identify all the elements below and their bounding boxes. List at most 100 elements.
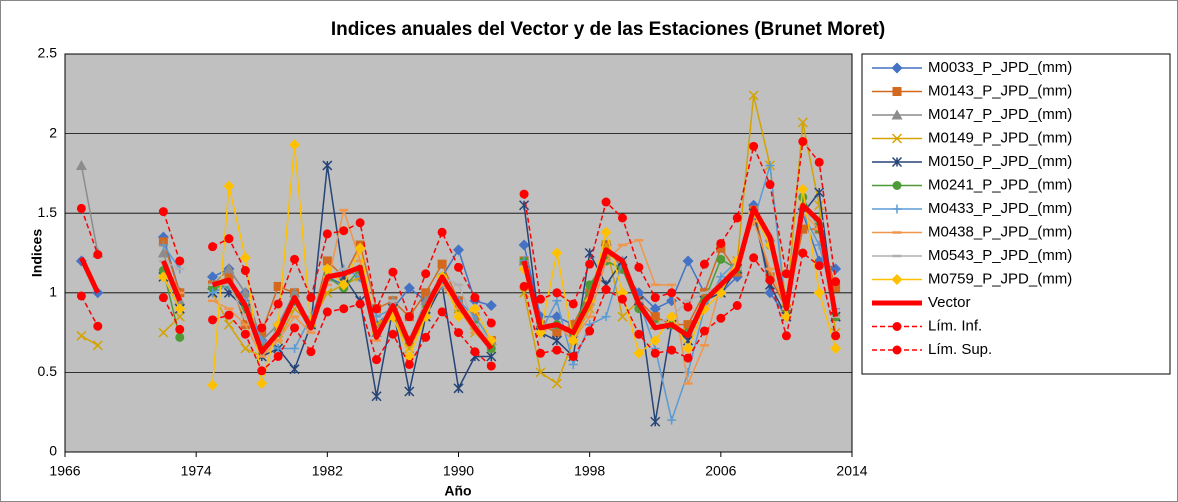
marker [585, 326, 595, 336]
marker [683, 302, 693, 312]
marker [650, 416, 661, 427]
marker [453, 311, 464, 323]
marker [519, 281, 529, 291]
marker [273, 351, 283, 361]
marker [485, 300, 497, 312]
marker [519, 189, 529, 199]
marker [470, 293, 480, 303]
y-tick-label: 0 [49, 443, 57, 459]
marker [404, 343, 415, 354]
legend-label: M0147_P_JPD_(mm) [928, 106, 1072, 123]
marker [617, 213, 627, 223]
marker [322, 256, 332, 266]
marker [306, 293, 316, 303]
x-tick-label: 1990 [443, 463, 474, 479]
y-tick-label: 1 [49, 284, 57, 300]
marker [273, 299, 283, 309]
marker [814, 157, 824, 167]
marker [404, 359, 414, 369]
marker [617, 311, 628, 322]
marker [273, 344, 283, 354]
x-axis-label: Año [444, 483, 471, 499]
marker [158, 327, 169, 338]
marker [207, 379, 219, 391]
marker [290, 254, 300, 264]
legend-label: Lím. Sup. [928, 341, 992, 358]
marker [256, 378, 268, 390]
marker [454, 262, 463, 272]
marker [76, 330, 87, 341]
marker [749, 141, 759, 151]
marker [306, 347, 316, 357]
legend-box [861, 53, 1171, 375]
marker [158, 240, 168, 250]
series-line [81, 94, 837, 385]
marker [601, 285, 611, 295]
marker [453, 383, 464, 394]
marker [551, 335, 562, 346]
marker [486, 361, 496, 371]
marker [601, 197, 611, 207]
marker [223, 263, 235, 274]
marker [798, 224, 808, 234]
legend-marker [891, 274, 903, 285]
marker [781, 331, 791, 341]
marker [797, 117, 808, 128]
marker [174, 303, 186, 315]
marker [552, 288, 562, 298]
legend-marker [892, 345, 902, 355]
marker [535, 294, 545, 304]
legend-label: M0149_P_JPD_(mm) [928, 129, 1072, 146]
marker [239, 252, 251, 264]
marker [290, 323, 300, 333]
marker [289, 364, 300, 375]
marker [831, 277, 841, 287]
marker [208, 242, 218, 252]
marker [486, 351, 497, 362]
marker [224, 234, 234, 244]
marker [273, 281, 283, 291]
legend-label: M0438_P_JPD_(mm) [928, 223, 1072, 240]
marker [174, 311, 185, 322]
marker [600, 226, 612, 238]
marker [158, 293, 168, 303]
marker [421, 269, 431, 279]
marker [633, 347, 645, 359]
marker [716, 313, 726, 323]
marker [568, 359, 578, 369]
marker [322, 160, 333, 171]
marker [92, 340, 103, 351]
marker [798, 137, 808, 147]
marker [699, 326, 709, 336]
marker [486, 318, 496, 328]
marker [634, 262, 644, 272]
marker [208, 315, 218, 325]
marker [355, 299, 365, 309]
marker [175, 332, 185, 342]
marker [667, 288, 677, 298]
y-tick-label: 0.5 [38, 363, 58, 379]
x-tick-label: 1974 [181, 463, 212, 479]
marker [175, 324, 185, 334]
marker [470, 347, 480, 357]
marker [667, 345, 677, 355]
legend-marker [892, 181, 902, 190]
marker [322, 229, 332, 239]
marker [519, 200, 530, 211]
legend-marker [892, 87, 902, 96]
legend-label: M0143_P_JPD_(mm) [928, 82, 1072, 99]
marker [535, 367, 546, 378]
marker [699, 259, 709, 269]
marker [732, 213, 742, 223]
marker [437, 259, 447, 269]
marker [732, 301, 742, 311]
legend-marker [891, 109, 903, 120]
marker [551, 378, 562, 389]
marker [437, 307, 447, 317]
marker [290, 344, 300, 354]
marker [224, 310, 234, 320]
marker [257, 328, 267, 338]
marker [649, 303, 661, 315]
marker [372, 304, 382, 314]
marker [240, 329, 250, 339]
